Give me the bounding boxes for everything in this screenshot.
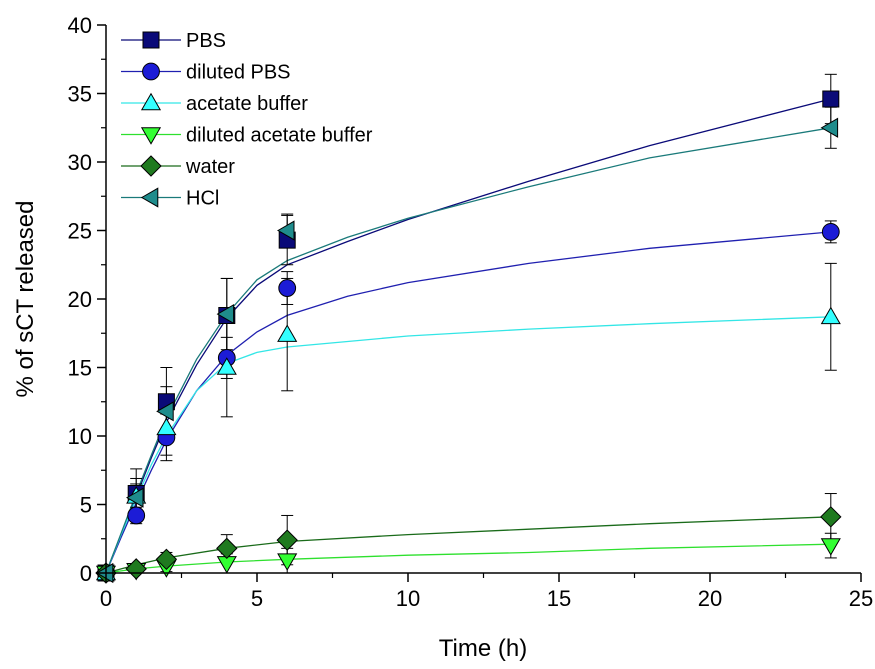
y-tick-label: 15	[68, 356, 92, 381]
data-point-acetate-buffer	[820, 306, 841, 325]
data-point-acetate-buffer	[156, 417, 177, 436]
data-point-water	[216, 537, 238, 560]
y-tick-label: 40	[68, 13, 92, 38]
y-ticks: 0 5 10 15 20 25 30 35 40	[68, 13, 106, 586]
x-axis-title: Time (h)	[439, 635, 527, 662]
y-tick-label: 35	[68, 82, 92, 107]
x-tick-label: 15	[547, 586, 571, 611]
legend-marker-pbs	[142, 31, 160, 49]
legend: PBS diluted PBS acetate buffer diluted acet…	[121, 30, 373, 210]
data-point-diluted-pbs	[278, 279, 297, 297]
y-tick-label: 10	[68, 424, 92, 449]
data-point-hcl	[156, 401, 174, 422]
data-point-diluted-acetate-buffer	[277, 553, 298, 571]
data-point-acetate-buffer	[277, 324, 298, 342]
error-bars	[130, 73, 837, 574]
legend-marker-water	[140, 155, 162, 177]
legend-label-acetate-buffer: acetate buffer	[186, 93, 308, 115]
data-point-hcl	[216, 304, 235, 325]
data-point-diluted-acetate-buffer	[820, 538, 841, 556]
x-tick-label: 5	[251, 586, 263, 611]
y-tick-label: 20	[68, 287, 92, 312]
x-tick-label: 10	[396, 586, 420, 611]
data-point-pbs	[822, 90, 840, 108]
legend-label-pbs: PBS	[186, 30, 226, 52]
data-point-water	[155, 548, 178, 571]
y-axis-title: % of sCT released	[12, 201, 39, 398]
legend-label-diluted-pbs: diluted PBS	[186, 62, 291, 84]
data-point-water	[276, 529, 298, 551]
y-tick-label: 5	[80, 493, 92, 518]
legend-marker-diluted-acetate-buffer	[140, 127, 162, 145]
fit-curve-water	[105, 516, 831, 574]
data-point-hcl	[125, 487, 144, 508]
data-point-water	[820, 506, 842, 528]
data-point-water	[125, 558, 147, 580]
y-tick-label: 30	[68, 150, 92, 175]
x-tick-label: 20	[698, 586, 722, 611]
data-point-diluted-pbs	[127, 506, 146, 525]
y-tick-label: 0	[80, 561, 92, 586]
legend-marker-hcl	[140, 187, 159, 208]
fit-curve-diluted-pbs	[105, 231, 831, 574]
fit-curve-diluted-acetate-buffer	[105, 543, 831, 574]
x-ticks: 0 5 10 15 20 25	[100, 573, 873, 611]
legend-marker-diluted-pbs	[142, 62, 160, 81]
x-tick-label: 25	[849, 586, 873, 611]
legend-label-water: water	[185, 156, 235, 178]
data-point-acetate-buffer	[216, 357, 237, 375]
y-tick-label: 25	[68, 219, 92, 244]
data-point-hcl	[276, 220, 295, 241]
legend-label-hcl: HCl	[186, 188, 219, 210]
legend-label-diluted-acetate-buffer: diluted acetate buffer	[186, 125, 373, 147]
x-tick-label: 0	[100, 586, 112, 611]
data-point-diluted-pbs	[821, 222, 840, 241]
data-point-hcl	[820, 117, 839, 138]
fit-curve-acetate-buffer	[105, 316, 831, 574]
legend-marker-acetate-buffer	[140, 92, 162, 111]
